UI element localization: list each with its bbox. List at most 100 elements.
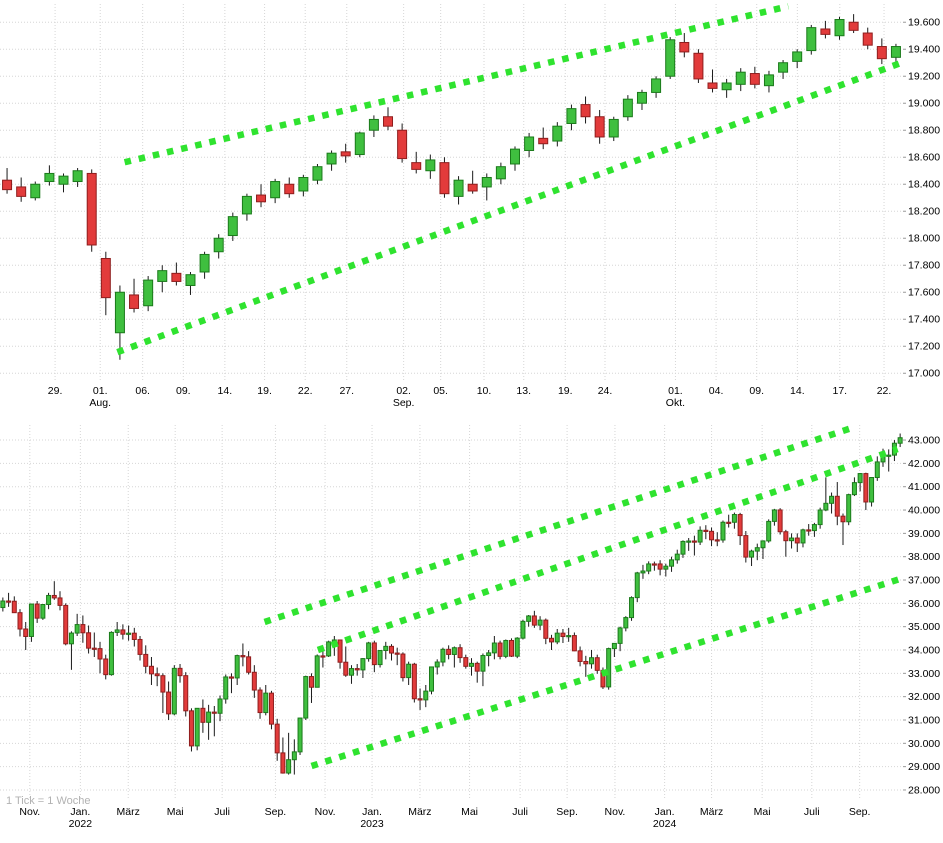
candle-down <box>863 473 869 503</box>
x-axis-label: Mai <box>461 806 478 818</box>
candle-down <box>538 137 549 145</box>
x-axis-label: Mai <box>167 806 184 818</box>
candle-down <box>120 629 126 635</box>
candle-down <box>171 272 182 282</box>
candle-down <box>594 116 605 138</box>
y-axis-label: 17.400 <box>908 314 940 326</box>
candle-up <box>552 125 563 142</box>
candle-up <box>834 19 845 37</box>
candles-group <box>2 14 901 360</box>
candle-down <box>23 628 29 637</box>
candle-up <box>617 627 623 644</box>
x-axis-sublabel: Okt. <box>666 397 685 409</box>
candle-up <box>622 98 633 118</box>
candle-down <box>714 539 720 542</box>
candle-up <box>480 655 486 672</box>
y-axis-label: 18.200 <box>908 206 940 218</box>
candle-up <box>857 473 863 484</box>
candle-down <box>594 657 600 671</box>
candle-up <box>451 647 457 655</box>
candle-up <box>589 657 595 665</box>
candle-up <box>509 148 520 165</box>
candle-down <box>463 657 469 667</box>
candle-up <box>554 632 560 643</box>
candle-down <box>257 689 263 714</box>
candle-up <box>763 74 774 87</box>
candle-up <box>817 509 823 526</box>
candle-down <box>211 711 217 714</box>
candle-up <box>735 71 746 85</box>
candle-down <box>580 104 591 118</box>
candle-down <box>80 624 86 634</box>
candle-up <box>669 559 675 567</box>
candle-down <box>417 698 423 701</box>
x-axis-sublabel: Sep. <box>393 397 415 409</box>
y-axis-label: 18.400 <box>908 179 940 191</box>
x-axis-label: 14. <box>790 385 805 397</box>
y-axis-label: 37.000 <box>908 575 940 587</box>
candle-up <box>108 631 114 676</box>
candle-up <box>234 655 240 679</box>
candle-down <box>143 653 149 667</box>
candle-down <box>274 723 280 754</box>
candle-up <box>890 46 901 58</box>
candle-up <box>206 711 212 723</box>
candle-up <box>566 108 577 124</box>
x-axis-sublabel: 2024 <box>653 818 677 830</box>
candle-down <box>394 652 400 655</box>
y-axis-label: 34.000 <box>908 645 940 657</box>
x-axis-label: 24. <box>598 385 613 397</box>
x-axis-label: Sep. <box>265 806 287 818</box>
candle-up <box>326 152 337 165</box>
x-axis-label: Nov. <box>19 806 40 818</box>
x-axis-labels: 29. 01.Aug.06. 09. 14. 19. 22. 27. 02.Sep.05. 10… <box>48 385 892 409</box>
x-axis-label: 09. <box>176 385 191 397</box>
candle-up <box>481 176 492 188</box>
candle-down <box>411 663 417 700</box>
grid-lines <box>0 4 903 380</box>
candle-up <box>286 759 292 774</box>
x-axis-label: 17. <box>832 385 847 397</box>
candle-down <box>549 637 555 643</box>
candle-up <box>72 170 83 183</box>
y-axis-label: 17.800 <box>908 260 940 272</box>
candle-down <box>679 41 690 53</box>
candle-up <box>846 494 852 523</box>
x-axis-label: 04. <box>709 385 724 397</box>
lower-candlestick-chart: 1 Tick = 1 Woche 43.000 42.000 41.000 40.00… <box>0 412 943 838</box>
x-axis-label: Nov. <box>605 806 626 818</box>
x-axis-label: 14. <box>218 385 233 397</box>
candle-down <box>400 653 406 679</box>
x-axis-label: 01. <box>668 385 683 397</box>
candle-up <box>68 632 74 645</box>
x-axis-label: 29. <box>48 385 63 397</box>
candle-down <box>240 655 246 658</box>
candle-down <box>284 183 295 195</box>
candle-up <box>851 482 857 496</box>
candle-down <box>183 675 189 712</box>
y-axis-label: 35.000 <box>908 621 940 633</box>
trend-line <box>116 59 903 356</box>
candle-up <box>495 166 506 180</box>
candle-down <box>726 521 732 524</box>
candle-up <box>636 91 647 104</box>
candle-down <box>129 294 140 309</box>
candle-up <box>634 572 640 599</box>
candle-up <box>425 159 436 172</box>
x-axis-label: 22. <box>877 385 892 397</box>
candle-down <box>703 529 709 532</box>
candle-up <box>526 615 532 622</box>
candle-down <box>343 661 349 676</box>
lower-chart-svg: 43.000 42.000 41.000 40.000 39.000 38.000 37.0… <box>0 424 940 830</box>
candle-up <box>297 717 303 753</box>
candle-up <box>520 620 526 639</box>
tick-note-label: 1 Tick = 1 Woche <box>6 795 91 807</box>
x-axis-label: Juli <box>214 806 230 818</box>
x-axis-sublabel: Aug. <box>89 397 111 409</box>
candle-up <box>651 78 662 93</box>
candle-down <box>63 604 69 645</box>
candle-down <box>97 648 103 660</box>
candle-down <box>840 515 846 523</box>
candle-down <box>160 675 166 693</box>
